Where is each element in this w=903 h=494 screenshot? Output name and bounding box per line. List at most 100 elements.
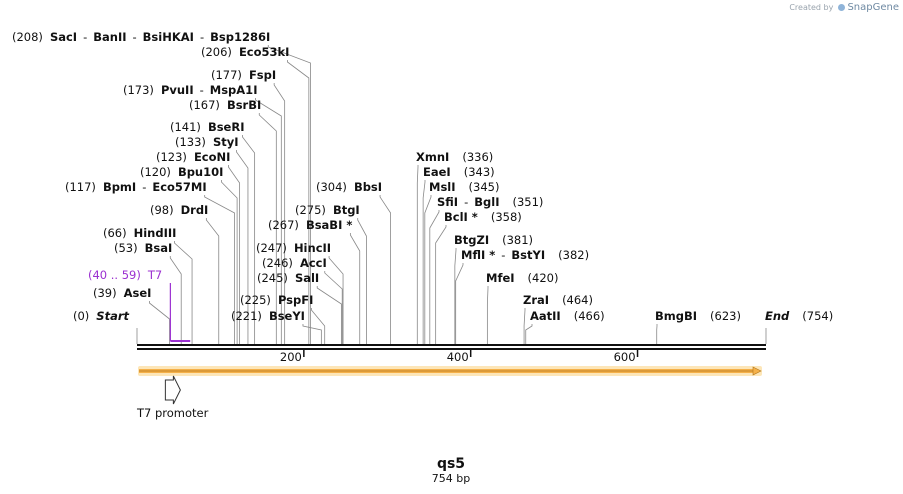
site-label[interactable]: (267) BsaBI * <box>268 218 352 232</box>
enzyme-name[interactable]: SfiI <box>437 195 458 209</box>
site-separator: - <box>200 30 204 44</box>
enzyme-name[interactable]: Eco57MI <box>152 180 206 194</box>
enzyme-name[interactable]: BanII <box>93 30 126 44</box>
enzyme-name[interactable]: BsaBI * <box>306 218 352 232</box>
site-connector <box>242 135 256 344</box>
enzyme-name[interactable]: StyI <box>213 135 239 149</box>
site-label[interactable]: BclI * (358) <box>444 210 522 224</box>
primer-label[interactable]: (40 .. 59) T7 <box>88 268 162 282</box>
site-label[interactable]: (53) BsaI <box>114 241 172 255</box>
enzyme-name[interactable]: AseI <box>124 286 152 300</box>
site-label[interactable]: (173) PvuII - MspA1I <box>123 83 257 97</box>
primer-t7[interactable]: (40 .. 59) T7 <box>88 268 191 342</box>
site-label[interactable]: MfeI (420) <box>486 271 558 285</box>
enzyme-name[interactable]: HincII <box>294 241 331 255</box>
enzyme-name[interactable]: ZraI <box>523 293 549 307</box>
enzyme-name[interactable]: BseYI <box>269 309 305 323</box>
site-label[interactable]: ZraI (464) <box>523 293 593 307</box>
enzyme-name[interactable]: MspA1I <box>210 83 258 97</box>
site-label[interactable]: (39) AseI <box>93 286 151 300</box>
enzyme-name[interactable]: BsiHKAI <box>143 30 194 44</box>
enzyme-name[interactable]: SalI <box>295 271 319 285</box>
site-label[interactable]: (66) HindIII <box>103 226 176 240</box>
enzyme-name[interactable]: BtgZI <box>454 233 489 247</box>
site-label[interactable]: (245) SalI <box>257 271 319 285</box>
enzyme-name[interactable]: SacI <box>50 30 77 44</box>
site-connector <box>174 241 193 344</box>
enzyme-name[interactable]: DrdI <box>181 203 209 217</box>
enzyme-name[interactable]: Eco53kI <box>239 45 290 59</box>
site-connector <box>455 263 464 344</box>
site-label[interactable]: BmgBI (623) <box>655 309 741 323</box>
enzyme-name[interactable]: PspFI <box>278 293 313 307</box>
enzyme-name[interactable]: MflI * <box>461 248 495 262</box>
site-label[interactable]: (208) SacI - BanII - BsiHKAI - Bsp1286I <box>12 30 270 44</box>
enzyme-name[interactable]: BsrBI <box>227 98 261 112</box>
site-label[interactable]: (221) BseYI <box>231 309 305 323</box>
enzyme-name[interactable]: HindIII <box>134 226 177 240</box>
enzyme-name[interactable]: BclI * <box>444 210 478 224</box>
site-position: (141) <box>170 120 201 134</box>
site-label[interactable]: (120) Bpu10I <box>140 165 223 179</box>
site-position: (66) <box>103 226 127 240</box>
enzyme-name[interactable]: FspI <box>249 68 276 82</box>
site-label[interactable]: (117) BpmI - Eco57MI <box>65 180 207 194</box>
enzyme-name[interactable]: BstYI <box>511 248 545 262</box>
site-label[interactable]: (246) AccI <box>262 256 327 270</box>
site-position: (0) <box>73 309 89 323</box>
enzyme-name[interactable]: BpmI <box>103 180 136 194</box>
enzyme-name[interactable]: EcoNI <box>194 150 230 164</box>
enzyme-name[interactable]: Bsp1286I <box>210 30 270 44</box>
enzyme-name[interactable]: BseRI <box>208 120 245 134</box>
enzyme-name[interactable]: XmnI <box>416 150 449 164</box>
site-label[interactable]: SfiI - BglI (351) <box>437 195 543 209</box>
site-label[interactable]: (123) EcoNI <box>156 150 230 164</box>
enzyme-name[interactable]: Start <box>96 309 129 323</box>
credit-brand: SnapGene <box>847 2 899 13</box>
site-label[interactable]: (98) DrdI <box>150 203 208 217</box>
site-connector <box>316 286 342 344</box>
site-label[interactable]: XmnI (336) <box>416 150 493 164</box>
enzyme-name[interactable]: BtgI <box>333 203 360 217</box>
enzyme-name[interactable]: BglI <box>474 195 499 209</box>
site-label[interactable]: (304) BbsI <box>316 180 382 194</box>
site-label[interactable]: (0) Start <box>73 309 130 323</box>
site-label[interactable]: BtgZI (381) <box>454 233 533 247</box>
site-label[interactable]: (177) FspI <box>211 68 276 82</box>
orf-feature-arrow[interactable] <box>138 366 762 376</box>
enzyme-name[interactable]: Bpu10I <box>178 165 223 179</box>
enzyme-name[interactable]: PvuII <box>161 83 194 97</box>
enzyme-name[interactable]: BmgBI <box>655 309 697 323</box>
site-label[interactable]: End (754) <box>765 309 833 323</box>
enzyme-name[interactable]: AccI <box>300 256 327 270</box>
enzyme-name[interactable]: End <box>765 309 790 323</box>
site-connector <box>324 271 343 344</box>
site-label[interactable]: EaeI (343) <box>423 165 495 179</box>
enzyme-name[interactable]: BsaI <box>145 241 173 255</box>
site-label[interactable]: (247) HincII <box>256 241 331 255</box>
site-position: (123) <box>156 150 187 164</box>
primer-name: T7 <box>147 268 162 282</box>
site-position: (420) <box>528 271 559 285</box>
enzyme-name[interactable]: EaeI <box>423 165 451 179</box>
site-label[interactable]: AatII (466) <box>530 309 605 323</box>
site-position: (351) <box>512 195 543 209</box>
enzyme-name[interactable]: AatII <box>530 309 561 323</box>
site-label[interactable]: (141) BseRI <box>170 120 244 134</box>
t7-promoter-feature[interactable]: T7 promoter <box>136 375 209 420</box>
enzyme-name[interactable]: BbsI <box>354 180 382 194</box>
site-label[interactable]: MslI (345) <box>429 180 499 194</box>
site-label[interactable]: (167) BsrBI <box>189 98 261 112</box>
site-position: (120) <box>140 165 171 179</box>
promoter-arrow-icon[interactable] <box>164 375 181 405</box>
enzyme-name[interactable]: MfeI <box>486 271 515 285</box>
site-label[interactable]: (206) Eco53kI <box>201 45 289 59</box>
site-label[interactable]: (275) BtgI <box>295 203 360 217</box>
enzyme-name[interactable]: MslI <box>429 180 456 194</box>
site-label[interactable]: (133) StyI <box>175 135 239 149</box>
site-label[interactable]: (225) PspFI <box>240 293 313 307</box>
site-label[interactable]: MflI * - BstYI (382) <box>461 248 589 262</box>
site-connector <box>429 210 440 344</box>
site-connector <box>525 324 533 344</box>
